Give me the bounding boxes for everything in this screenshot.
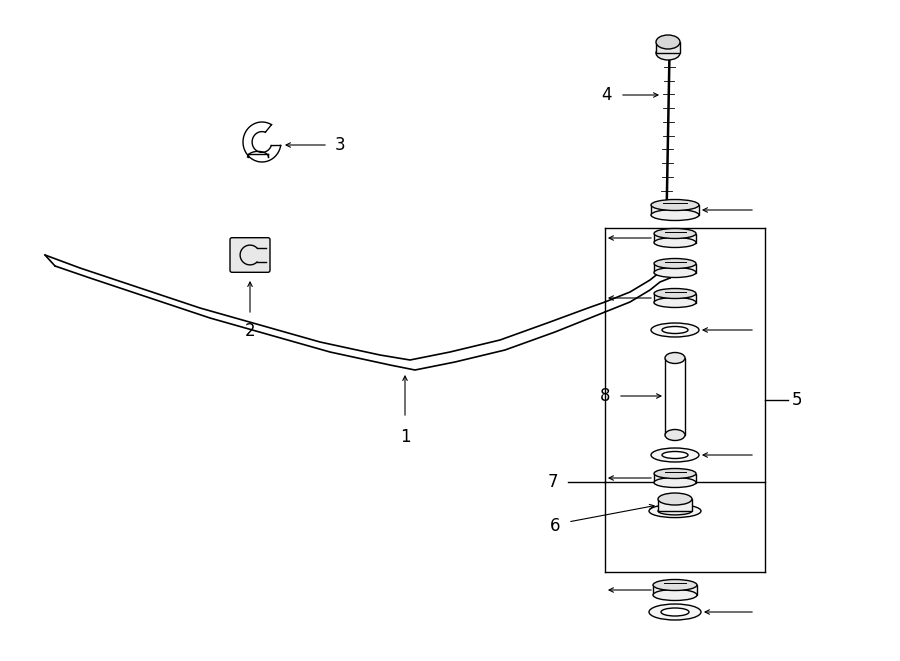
Ellipse shape (654, 297, 696, 307)
Ellipse shape (654, 268, 696, 278)
Bar (651, 205, 699, 215)
Ellipse shape (665, 352, 685, 364)
Text: 8: 8 (599, 387, 610, 405)
Ellipse shape (654, 237, 696, 247)
Ellipse shape (651, 200, 699, 210)
Text: 7: 7 (547, 473, 558, 491)
Bar (653, 585, 697, 595)
Text: 1: 1 (400, 428, 410, 446)
Ellipse shape (656, 35, 680, 49)
Ellipse shape (662, 327, 688, 334)
Bar (654, 293, 696, 303)
Text: 5: 5 (792, 391, 803, 409)
Ellipse shape (654, 477, 696, 488)
Text: 6: 6 (550, 517, 560, 535)
Ellipse shape (654, 229, 696, 239)
Bar (665, 358, 685, 435)
Bar (658, 499, 692, 511)
Bar (654, 233, 696, 243)
Text: 4: 4 (601, 86, 612, 104)
Ellipse shape (654, 258, 696, 268)
Bar (656, 42, 680, 53)
Bar (654, 264, 696, 272)
Ellipse shape (658, 493, 692, 505)
Ellipse shape (654, 288, 696, 299)
Bar (654, 473, 696, 483)
Ellipse shape (649, 504, 701, 518)
Ellipse shape (653, 590, 697, 600)
Text: 3: 3 (335, 136, 346, 154)
Ellipse shape (656, 46, 680, 60)
Ellipse shape (651, 210, 699, 221)
Ellipse shape (651, 448, 699, 462)
Ellipse shape (654, 469, 696, 479)
FancyBboxPatch shape (230, 238, 270, 272)
Ellipse shape (653, 580, 697, 590)
Ellipse shape (651, 323, 699, 337)
Ellipse shape (662, 451, 688, 459)
Ellipse shape (649, 604, 701, 620)
Text: 2: 2 (245, 322, 256, 340)
Ellipse shape (658, 507, 692, 515)
Ellipse shape (661, 608, 689, 616)
Ellipse shape (665, 430, 685, 440)
